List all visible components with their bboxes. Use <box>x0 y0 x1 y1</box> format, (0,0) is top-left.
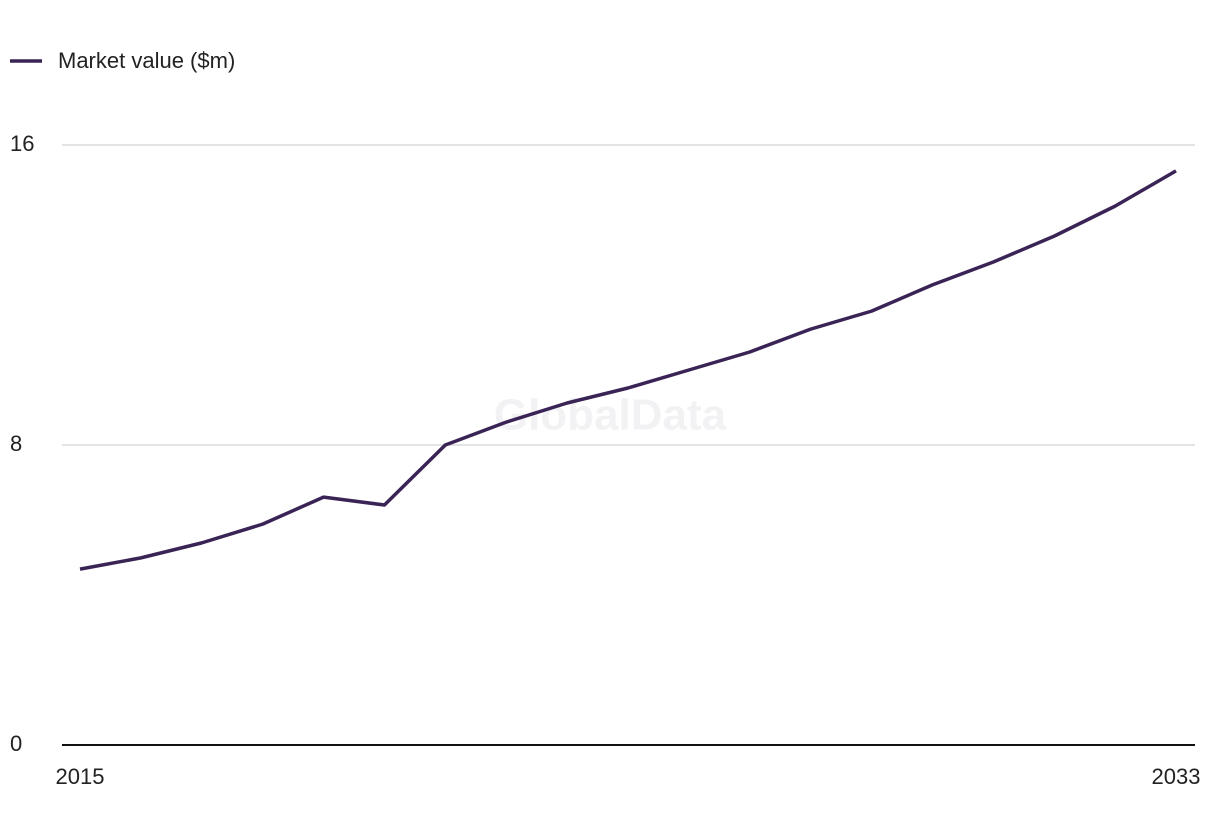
y-tick-label: 8 <box>10 431 22 456</box>
legend-label: Market value ($m) <box>58 48 235 73</box>
x-tick-label: 2015 <box>56 764 105 789</box>
y-tick-label: 0 <box>10 731 22 756</box>
x-tick-label: 2033 <box>1152 764 1201 789</box>
y-tick-label: 16 <box>10 131 34 156</box>
line <box>79 169 1177 571</box>
